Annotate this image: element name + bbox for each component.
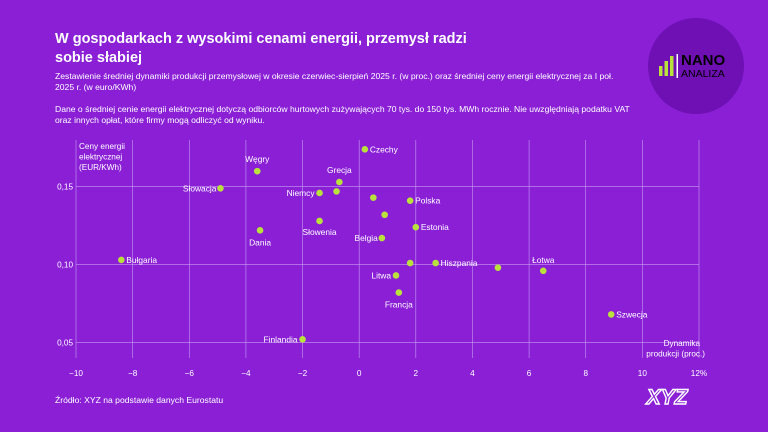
data-point xyxy=(392,272,400,279)
data-point xyxy=(299,336,306,343)
data-point xyxy=(412,223,420,231)
x-tick-label: −4 xyxy=(241,369,251,378)
x-tick-label: 8 xyxy=(583,369,588,378)
point-label: Litwa xyxy=(371,270,391,280)
grid xyxy=(75,140,700,358)
point-label: Dania xyxy=(249,237,271,247)
x-tick-label: 6 xyxy=(527,369,532,378)
data-point xyxy=(406,259,414,267)
point-label: Belgia xyxy=(355,233,379,243)
data-point xyxy=(370,194,377,201)
data-point xyxy=(494,264,502,271)
point-label: Słowenia xyxy=(303,227,337,237)
data-point xyxy=(256,227,264,234)
point-label: Finlandia xyxy=(264,334,298,344)
point-label: Polska xyxy=(415,196,440,206)
data-point xyxy=(253,167,261,175)
logo-divider xyxy=(676,54,678,78)
logo-bar-icon xyxy=(664,61,668,76)
point-label: Szwecja xyxy=(616,309,648,319)
point-label: Niemcy xyxy=(287,188,316,198)
data-point xyxy=(361,146,369,153)
point-label: Hiszpania xyxy=(441,258,478,268)
data-point xyxy=(217,184,224,192)
logo-badge: NANO ANALIZA xyxy=(648,18,744,114)
y-tick-label: 0,05 xyxy=(57,338,73,347)
logo-bar-icon xyxy=(659,66,663,76)
source-note: Źródło: XYZ na podstawie danych Eurostat… xyxy=(55,395,224,405)
data-point xyxy=(316,217,323,225)
point-label: Łotwa xyxy=(532,255,555,265)
data-point xyxy=(539,267,547,275)
data-point xyxy=(378,234,386,242)
data-point xyxy=(316,189,323,197)
x-tick-label: 12% xyxy=(691,369,707,378)
data-point xyxy=(607,311,615,318)
logo-analiza-text: ANALIZA xyxy=(681,68,725,80)
x-tick-label: −2 xyxy=(298,369,308,378)
xyz-brand-logo: XYZ xyxy=(645,386,689,408)
point-label: Węgry xyxy=(245,154,270,164)
x-tick-label: −8 xyxy=(128,369,138,378)
data-point xyxy=(333,188,340,195)
data-point xyxy=(336,178,343,186)
x-tick-label: 4 xyxy=(470,369,475,378)
x-tick-label: 2 xyxy=(414,369,419,378)
point-label: Czechy xyxy=(370,144,399,154)
y-tick-label: 0,15 xyxy=(57,183,73,192)
x-axis-title: Dynamika produkcji (proc.) xyxy=(646,339,705,359)
data-note: Dane o średniej cenie energii elektryczn… xyxy=(55,104,630,125)
chart-subtitle: Zestawienie średniej dynamiki produkcji … xyxy=(55,71,614,92)
logo-nano-text: NANO xyxy=(681,52,725,69)
x-tick-label: −10 xyxy=(69,369,83,378)
axes: −10 −8 −6 −4 −2 0 2 4 6 8 10 12% 0,05 0,10 0,15 xyxy=(57,183,707,378)
point-label: Bułgaria xyxy=(126,255,157,265)
x-tick-label: −6 xyxy=(185,369,195,378)
logo-bar-icon xyxy=(670,56,674,76)
point-label: Estonia xyxy=(421,222,449,232)
data-point xyxy=(381,211,388,219)
xyz-brand-text: XYZ xyxy=(646,386,689,408)
point-label: Słowacja xyxy=(183,183,217,193)
chart-title: W gospodarkach z wysokimi cenami energii… xyxy=(55,31,467,66)
data-point xyxy=(118,256,125,264)
points: Czechy Węgry Grecja Słowacja Niemcy Polska Sło… xyxy=(118,144,648,344)
data-point xyxy=(432,259,439,267)
data-point xyxy=(406,197,414,205)
point-label: Francja xyxy=(385,300,413,310)
x-tick-label: 0 xyxy=(357,369,362,378)
nano-analiza-logo: NANO ANALIZA xyxy=(659,52,725,80)
x-tick-label: 10 xyxy=(638,369,648,378)
y-tick-label: 0,10 xyxy=(57,261,73,270)
point-label: Grecja xyxy=(327,165,352,175)
data-point xyxy=(395,289,403,296)
y-axis-title: Ceny energii elektrycznej (EUR/KWh) xyxy=(79,142,125,172)
